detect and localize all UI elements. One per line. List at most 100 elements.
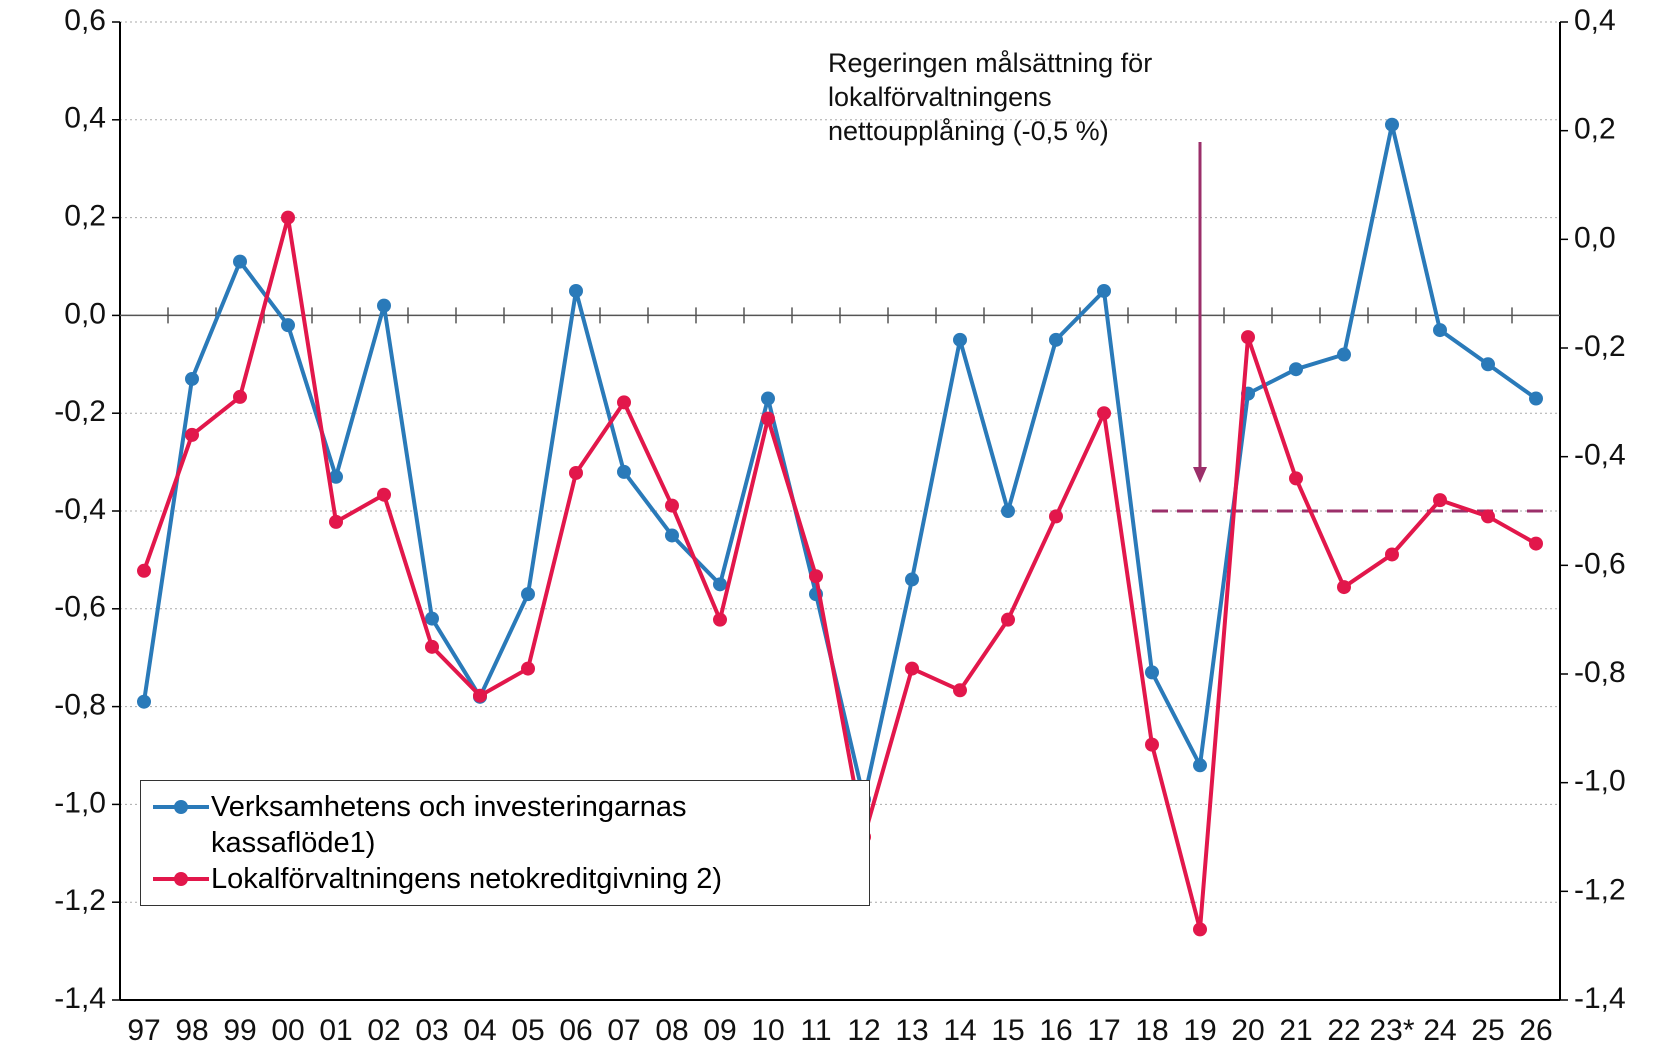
legend-swatch (153, 800, 209, 814)
point (281, 318, 295, 333)
x-tick-label: 98 (175, 1014, 208, 1047)
x-tick-label: 99 (223, 1014, 256, 1047)
point (569, 283, 583, 298)
x-tick-label: 16 (1039, 1014, 1072, 1047)
legend-label: Lokalförvaltningens netokreditgivning 2) (211, 863, 723, 895)
point (521, 587, 535, 602)
x-tick-label: 07 (607, 1014, 640, 1047)
point (1241, 330, 1255, 345)
annotation-text: nettoupplåning (-0,5 %) (828, 116, 1109, 146)
x-tick-label: 05 (511, 1014, 544, 1047)
annotation-text: lokalförvaltningens (828, 82, 1052, 112)
point (569, 465, 583, 480)
point (761, 391, 775, 406)
y-tick-label: 0,4 (64, 102, 106, 135)
point (1385, 117, 1399, 132)
x-tick-label: 26 (1519, 1014, 1552, 1047)
point (425, 639, 439, 654)
x-tick-label: 03 (415, 1014, 448, 1047)
point (1193, 758, 1207, 773)
x-tick-label: 10 (751, 1014, 784, 1047)
y2-tick-label: 0,2 (1574, 113, 1616, 146)
y2-tick-label: 0,4 (1574, 4, 1616, 37)
point (617, 395, 631, 410)
point (1145, 737, 1159, 752)
x-tick-label: 14 (943, 1014, 976, 1047)
point (1337, 580, 1351, 595)
point (1481, 509, 1495, 524)
point (809, 569, 823, 584)
point (713, 577, 727, 592)
x-tick-label: 20 (1231, 1014, 1264, 1047)
y-tick-label: -0,4 (54, 493, 106, 526)
y-tick-label: -1,4 (54, 982, 106, 1015)
y2-tick-label: -1,0 (1574, 765, 1626, 798)
annotation-text: Regeringen målsättning för (828, 48, 1152, 78)
x-tick-label: 06 (559, 1014, 592, 1047)
x-tick-label: 22 (1327, 1014, 1360, 1047)
point (1529, 391, 1543, 406)
legend-item: Lokalförvaltningens netokreditgivning 2) (151, 861, 859, 897)
x-tick-label: 25 (1471, 1014, 1504, 1047)
point (953, 332, 967, 347)
point (137, 694, 151, 709)
y-tick-label: -0,6 (54, 591, 106, 624)
x-tick-label: 11 (800, 1014, 831, 1047)
point (329, 514, 343, 529)
point (1193, 922, 1207, 937)
x-tick-label: 01 (319, 1014, 352, 1047)
x-tick-label: 21 (1279, 1014, 1312, 1047)
x-tick-label: 04 (463, 1014, 496, 1047)
y-tick-label: -0,8 (54, 689, 106, 722)
point (1097, 406, 1111, 421)
legend-marker (174, 800, 188, 814)
point (1385, 547, 1399, 562)
y2-tick-label: -0,8 (1574, 656, 1626, 689)
point (377, 298, 391, 313)
point (1289, 471, 1303, 486)
point (185, 371, 199, 386)
point (761, 411, 775, 426)
legend-marker (174, 872, 188, 886)
point (1433, 493, 1447, 508)
point (1289, 362, 1303, 377)
point (281, 210, 295, 225)
y-tick-label: 0,6 (64, 4, 106, 37)
y2-tick-label: -0,4 (1574, 439, 1626, 472)
x-tick-label: 09 (703, 1014, 736, 1047)
point (377, 487, 391, 502)
y2-tick-label: -1,2 (1574, 873, 1626, 906)
point (1481, 357, 1495, 372)
point (617, 464, 631, 479)
point (665, 528, 679, 543)
x-tick-label: 19 (1183, 1014, 1216, 1047)
x-tick-label: 23* (1369, 1014, 1414, 1047)
point (233, 389, 247, 404)
x-tick-label: 15 (991, 1014, 1024, 1047)
y2-tick-label: -0,2 (1574, 330, 1626, 363)
point (329, 469, 343, 484)
x-tick-label: 02 (367, 1014, 400, 1047)
point (1097, 283, 1111, 298)
x-tick-label: 00 (271, 1014, 304, 1047)
annotation-arrowhead (1193, 467, 1207, 483)
point (185, 427, 199, 442)
point (1049, 332, 1063, 347)
point (905, 572, 919, 587)
point (137, 563, 151, 578)
x-tick-label: 24 (1423, 1014, 1456, 1047)
x-tick-label: 18 (1135, 1014, 1168, 1047)
point (1001, 504, 1015, 518)
point (665, 498, 679, 513)
legend-item: Verksamhetens och investeringarnas kassa… (151, 789, 859, 861)
point (473, 688, 487, 703)
point (233, 254, 247, 269)
point (953, 683, 967, 698)
y-tick-label: 0,0 (64, 297, 106, 330)
series-line (142, 215, 1537, 932)
point (1433, 323, 1447, 338)
point (1049, 509, 1063, 524)
x-tick-label: 17 (1087, 1014, 1120, 1047)
